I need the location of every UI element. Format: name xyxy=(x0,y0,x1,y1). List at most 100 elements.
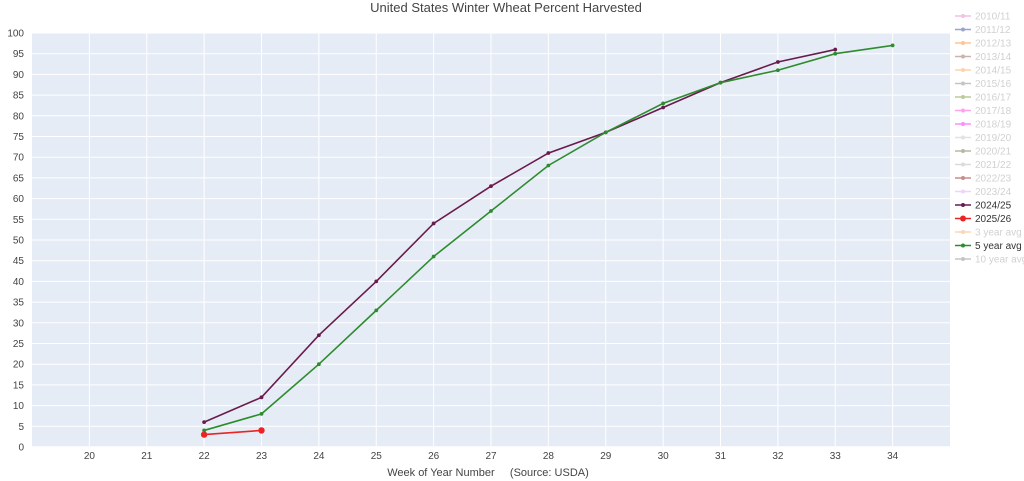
series-lines xyxy=(200,43,895,438)
x-tick-label: 26 xyxy=(428,451,440,462)
data-point xyxy=(489,184,493,189)
legend-item[interactable]: 2025/26 xyxy=(955,214,1012,225)
legend-swatch-marker xyxy=(961,203,965,207)
legend-item[interactable]: 2021/22 xyxy=(955,160,1012,171)
legend-item[interactable]: 3 year avg xyxy=(955,228,1022,239)
legend-swatch-marker xyxy=(961,162,965,167)
y-axis-ticks: 0 5 10 15 20 25 30 35 40 45 50 55 60 65 70 75 80 85 90 95 10… xyxy=(7,29,24,454)
legend-label: 2012/13 xyxy=(975,39,1012,50)
x-tick-label: 27 xyxy=(485,451,497,462)
data-point xyxy=(431,221,436,226)
legend-swatch-marker xyxy=(961,189,965,194)
legend-item[interactable]: 10 year avg xyxy=(955,255,1024,266)
legend-swatch-marker xyxy=(961,257,965,261)
x-tick-label: 32 xyxy=(772,451,784,462)
x-tick-label: 29 xyxy=(600,451,612,462)
legend-label: 2024/25 xyxy=(975,201,1012,212)
y-tick-label: 50 xyxy=(13,236,25,247)
legend-swatch-marker xyxy=(961,108,965,113)
series-line xyxy=(204,429,262,436)
y-tick-label: 5 xyxy=(18,422,24,433)
data-point xyxy=(489,209,493,213)
y-tick-label: 20 xyxy=(13,360,25,371)
legend-label: 2013/14 xyxy=(975,52,1012,63)
data-point xyxy=(546,151,551,155)
legend-item[interactable]: 2022/23 xyxy=(955,174,1012,185)
legend-label: 2020/21 xyxy=(975,147,1012,158)
legend-item[interactable]: 2013/14 xyxy=(955,52,1012,63)
grid xyxy=(32,32,950,448)
legend-label: 2018/19 xyxy=(975,120,1012,131)
legend-item[interactable]: 2012/13 xyxy=(955,39,1012,50)
series-line xyxy=(203,48,836,423)
y-tick-label: 45 xyxy=(13,256,25,267)
legend-swatch-marker xyxy=(961,14,965,18)
x-axis-ticks: 20 21 22 23 24 25 26 27 28 29 30 31 32 33 34 xyxy=(84,451,899,462)
y-tick-label: 15 xyxy=(13,380,25,391)
x-tick-label: 22 xyxy=(199,451,211,462)
series-2025-26 xyxy=(200,427,265,438)
legend-swatch-marker xyxy=(961,149,965,153)
series-5-year-avg xyxy=(202,43,895,433)
y-tick-label: 90 xyxy=(13,70,25,81)
legend-item[interactable]: 2010/11 xyxy=(955,12,1011,23)
legend-label: 2014/15 xyxy=(975,66,1012,77)
legend-label: 2025/26 xyxy=(975,214,1012,225)
legend-item[interactable]: 2016/17 xyxy=(955,93,1012,104)
legend-label: 2015/16 xyxy=(975,79,1012,90)
legend-item[interactable]: 2015/16 xyxy=(955,79,1012,90)
data-point xyxy=(775,68,780,73)
y-tick-label: 100 xyxy=(7,29,24,40)
legend-item[interactable]: 2017/18 xyxy=(955,106,1012,117)
legend-item[interactable]: 2011/12 xyxy=(955,25,1011,36)
data-point xyxy=(316,362,321,367)
legend: 2010/11 2011/12 2012/13 2013/14 2014/15 2015/… xyxy=(955,12,1024,266)
data-point xyxy=(833,47,838,52)
legend-item[interactable]: 5 year avg xyxy=(955,241,1022,252)
y-tick-label: 55 xyxy=(13,215,25,226)
legend-label: 5 year avg xyxy=(975,241,1022,252)
legend-swatch-marker xyxy=(961,230,965,234)
y-tick-label: 30 xyxy=(13,318,25,329)
legend-swatch-marker xyxy=(960,215,966,222)
legend-item[interactable]: 2024/25 xyxy=(955,201,1012,212)
y-tick-label: 25 xyxy=(13,339,25,350)
data-point xyxy=(603,130,608,135)
y-tick-label: 60 xyxy=(13,194,25,205)
legend-item[interactable]: 2023/24 xyxy=(955,187,1012,198)
y-tick-label: 10 xyxy=(13,401,25,412)
legend-item[interactable]: 2020/21 xyxy=(955,147,1012,158)
legend-label: 3 year avg xyxy=(975,228,1022,239)
y-tick-label: 35 xyxy=(13,298,25,309)
data-point xyxy=(316,333,321,338)
legend-label: 2017/18 xyxy=(975,106,1012,117)
legend-item[interactable]: 2019/20 xyxy=(955,133,1012,144)
x-tick-label: 21 xyxy=(141,451,153,462)
data-point xyxy=(833,51,838,56)
y-tick-label: 40 xyxy=(13,277,25,288)
data-point xyxy=(202,420,207,425)
x-axis-title: Week of Year Number (Source: USDA) xyxy=(387,467,589,479)
y-tick-label: 70 xyxy=(13,153,25,164)
y-tick-label: 80 xyxy=(13,111,25,122)
legend-swatch-marker xyxy=(961,27,965,32)
data-point xyxy=(431,254,436,259)
legend-swatch-marker xyxy=(961,81,965,86)
data-point xyxy=(890,43,895,48)
legend-item[interactable]: 2018/19 xyxy=(955,120,1012,131)
x-tick-label: 24 xyxy=(313,451,325,462)
legend-swatch-marker xyxy=(961,68,965,72)
data-point xyxy=(718,80,723,85)
legend-swatch-marker xyxy=(961,41,965,45)
y-tick-label: 75 xyxy=(13,132,25,143)
data-point xyxy=(202,428,207,433)
x-tick-label: 33 xyxy=(830,451,842,462)
y-tick-label: 0 xyxy=(18,443,24,454)
legend-item[interactable]: 2014/15 xyxy=(955,66,1012,77)
legend-label: 2019/20 xyxy=(975,133,1012,144)
data-point xyxy=(374,279,379,284)
legend-swatch-marker xyxy=(961,122,965,126)
y-tick-label: 95 xyxy=(13,49,25,60)
legend-label: 10 year avg xyxy=(975,255,1024,266)
